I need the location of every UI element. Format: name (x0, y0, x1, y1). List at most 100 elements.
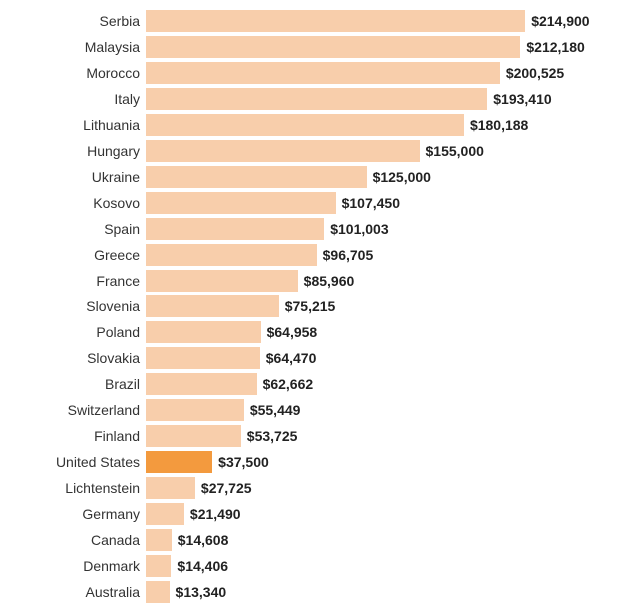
bar-row: Lichtenstein $27,725 (0, 476, 620, 500)
bar-row: Australia$13,340 (0, 580, 620, 604)
bar-area: $21,490 (146, 502, 620, 526)
bar (146, 36, 520, 58)
bar-category-label: Lithuania (0, 118, 146, 132)
bar-value-label: $85,960 (298, 274, 355, 288)
bar-area: $53,725 (146, 424, 620, 448)
bar (146, 425, 241, 447)
bar-area: $55,449 (146, 398, 620, 422)
bar-value-label: $214,900 (525, 14, 589, 28)
bar-row: Italy$193,410 (0, 87, 620, 111)
bar-category-label: Finland (0, 429, 146, 443)
bar-row: Germany $21,490 (0, 502, 620, 526)
bar (146, 10, 525, 32)
bar-category-label: Slovakia (0, 351, 146, 365)
bar-value-label: $64,958 (261, 325, 318, 339)
bar-category-label: France (0, 274, 146, 288)
bar-highlight (146, 451, 212, 473)
bar (146, 270, 298, 292)
bar (146, 529, 172, 551)
bar-value-label: $55,449 (244, 403, 301, 417)
bar-area: $85,960 (146, 269, 620, 293)
bar-category-label: Ukraine (0, 170, 146, 184)
bar-category-label: Serbia (0, 14, 146, 28)
bar (146, 399, 244, 421)
bar-area: $64,470 (146, 346, 620, 370)
bar (146, 373, 257, 395)
bar-value-label: $37,500 (212, 455, 269, 469)
bar-category-label: Spain (0, 222, 146, 236)
bar (146, 321, 261, 343)
bar-row: Lithuania $180,188 (0, 113, 620, 137)
bar (146, 218, 324, 240)
bar-value-label: $200,525 (500, 66, 564, 80)
bar (146, 62, 500, 84)
bar-area: $14,608 (146, 528, 620, 552)
bar (146, 477, 195, 499)
bar-area: $125,000 (146, 165, 620, 189)
bar-value-label: $62,662 (257, 377, 314, 391)
bar-value-label: $107,450 (336, 196, 400, 210)
bar-category-label: Canada (0, 533, 146, 547)
bar-category-label: Poland (0, 325, 146, 339)
bar-category-label: Switzerland (0, 403, 146, 417)
bar-category-label: Denmark (0, 559, 146, 573)
bar-value-label: $21,490 (184, 507, 241, 521)
bar-category-label: United States (0, 455, 146, 469)
bar (146, 295, 279, 317)
bar-row: Greece $96,705 (0, 243, 620, 267)
bar-area: $14,406 (146, 554, 620, 578)
bar (146, 347, 260, 369)
bar-row: Morocco $200,525 (0, 61, 620, 85)
bar-row: Denmark $14,406 (0, 554, 620, 578)
bar-category-label: Germany (0, 507, 146, 521)
bar-value-label: $180,188 (464, 118, 528, 132)
bar-value-label: $14,608 (172, 533, 229, 547)
bar (146, 244, 317, 266)
bar-row: Hungary$155,000 (0, 139, 620, 163)
bar-area: $200,525 (146, 61, 620, 85)
bar-area: $96,705 (146, 243, 620, 267)
bar-value-label: $13,340 (170, 585, 227, 599)
bar-value-label: $75,215 (279, 299, 336, 313)
bar-row: Ukraine$125,000 (0, 165, 620, 189)
bar-category-label: Italy (0, 92, 146, 106)
bar-row: Finland$53,725 (0, 424, 620, 448)
bar (146, 555, 171, 577)
bar-row: Canada $14,608 (0, 528, 620, 552)
bar-area: $37,500 (146, 450, 620, 474)
bar-category-label: Brazil (0, 377, 146, 391)
bar-category-label: Kosovo (0, 196, 146, 210)
bar-area: $62,662 (146, 372, 620, 396)
bar-area: $107,450 (146, 191, 620, 215)
bar-row: Spain $101,003 (0, 217, 620, 241)
bar-row: Slovenia $75,215 (0, 294, 620, 318)
bar-value-label: $212,180 (520, 40, 584, 54)
bar-value-label: $14,406 (171, 559, 228, 573)
bar-category-label: Greece (0, 248, 146, 262)
bar-category-label: Lichtenstein (0, 481, 146, 495)
bar-row: Serbia $214,900 (0, 9, 620, 33)
bar-row: Slovakia$64,470 (0, 346, 620, 370)
bar-row: Poland $64,958 (0, 320, 620, 344)
bar-area: $64,958 (146, 320, 620, 344)
bar-category-label: Morocco (0, 66, 146, 80)
bar-area: $214,900 (146, 9, 620, 33)
bar-area: $155,000 (146, 139, 620, 163)
bar-row: Malaysia$212,180 (0, 35, 620, 59)
bar (146, 140, 420, 162)
bar-area: $193,410 (146, 87, 620, 111)
bar-category-label: Slovenia (0, 299, 146, 313)
bar-row: France $85,960 (0, 269, 620, 293)
bar (146, 503, 184, 525)
bar-area: $75,215 (146, 294, 620, 318)
bar-value-label: $101,003 (324, 222, 388, 236)
bar (146, 114, 464, 136)
horizontal-bar-chart: Serbia $214,900 Malaysia$212,180 Morocco $20… (0, 0, 640, 613)
bar-value-label: $27,725 (195, 481, 252, 495)
bar (146, 166, 367, 188)
bar (146, 192, 336, 214)
bar-category-label: Hungary (0, 144, 146, 158)
bar-value-label: $96,705 (317, 248, 374, 262)
bar-area: $101,003 (146, 217, 620, 241)
bar-row: Brazil $62,662 (0, 372, 620, 396)
